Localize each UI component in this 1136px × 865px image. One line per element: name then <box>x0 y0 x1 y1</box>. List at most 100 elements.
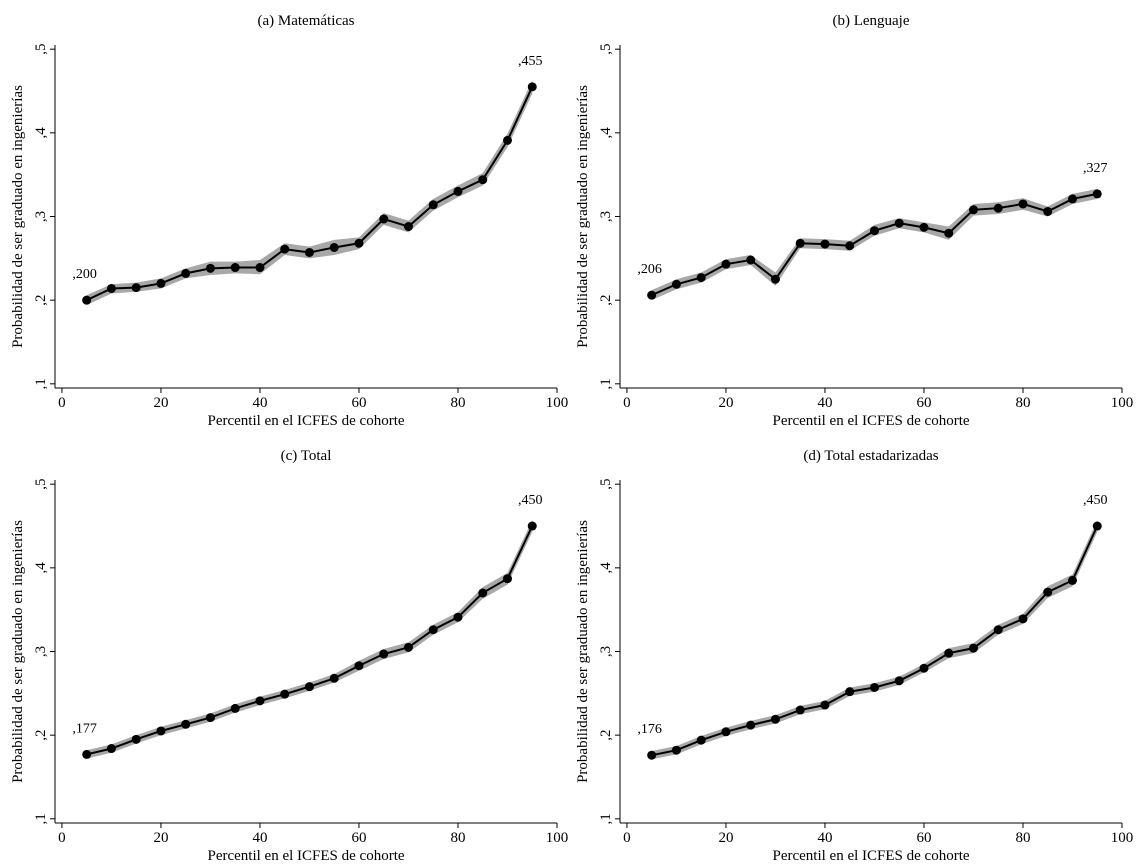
y-tick-label: ,5 <box>33 479 49 490</box>
y-tick-label: ,1 <box>33 813 49 824</box>
point <box>304 247 314 257</box>
y-tick-label: ,1 <box>598 813 614 824</box>
x-tick-label: 0 <box>58 395 66 411</box>
point <box>205 713 215 723</box>
x-tick-label: 40 <box>252 830 267 846</box>
value-label: ,176 <box>637 722 662 737</box>
point <box>1067 575 1077 585</box>
x-tick-label: 100 <box>1111 395 1134 411</box>
point <box>280 244 290 254</box>
point <box>1092 189 1102 199</box>
y-tick-label: ,5 <box>33 44 49 55</box>
point <box>746 720 756 730</box>
x-tick-label: 80 <box>1015 830 1030 846</box>
x-axis-label: Percentil en el ICFES de cohorte <box>772 848 969 864</box>
confidence-band <box>86 520 533 759</box>
point <box>869 682 879 692</box>
x-axis-label: Percentil en el ICFES de cohorte <box>207 413 404 429</box>
point <box>230 263 240 273</box>
value-label: ,200 <box>72 267 97 282</box>
point <box>820 700 830 710</box>
x-tick-label: 80 <box>450 395 465 411</box>
x-tick-label: 40 <box>817 395 832 411</box>
value-label: ,177 <box>72 721 97 736</box>
value-label: ,206 <box>637 262 662 277</box>
point <box>527 82 537 92</box>
point <box>696 735 706 745</box>
x-tick-label: 0 <box>623 395 631 411</box>
point <box>993 203 1003 213</box>
y-tick-label: ,3 <box>598 646 614 657</box>
y-axis-label: Probabilidad de ser graduado en ingenier… <box>10 520 26 783</box>
value-label: ,455 <box>518 54 543 69</box>
point <box>255 696 265 706</box>
point <box>1043 587 1053 597</box>
point <box>304 682 314 692</box>
y-axis-label: Probabilidad de ser graduado en ingenier… <box>10 85 26 348</box>
point <box>721 259 731 269</box>
point <box>131 734 141 744</box>
x-tick-label: 80 <box>1015 395 1030 411</box>
x-tick-label: 60 <box>916 830 931 846</box>
value-label: ,450 <box>1083 493 1108 508</box>
point <box>845 241 855 251</box>
point <box>428 625 438 635</box>
y-tick-label: ,2 <box>33 730 49 741</box>
point <box>205 263 215 273</box>
point <box>403 222 413 232</box>
point <box>106 283 116 293</box>
x-tick-label: 60 <box>351 395 366 411</box>
y-tick-label: ,1 <box>33 378 49 389</box>
y-tick-label: ,1 <box>598 378 614 389</box>
x-tick-label: 100 <box>546 830 569 846</box>
point <box>181 268 191 278</box>
point <box>968 643 978 653</box>
point <box>671 279 681 289</box>
y-tick-label: ,3 <box>33 646 49 657</box>
y-tick-label: ,3 <box>598 211 614 222</box>
y-tick-label: ,4 <box>598 562 614 574</box>
series-line <box>86 525 534 756</box>
point <box>1018 614 1028 624</box>
x-tick-label: 20 <box>718 395 733 411</box>
y-tick-label: ,4 <box>33 562 49 574</box>
point <box>428 200 438 210</box>
point <box>845 687 855 697</box>
x-tick-label: 80 <box>450 830 465 846</box>
x-tick-label: 60 <box>351 830 366 846</box>
x-axis-label: Percentil en el ICFES de cohorte <box>772 413 969 429</box>
point <box>696 273 706 283</box>
x-tick-label: 40 <box>817 830 832 846</box>
y-tick-label: ,2 <box>598 730 614 741</box>
point <box>230 703 240 713</box>
y-tick-label: ,2 <box>33 295 49 306</box>
point <box>944 228 954 238</box>
point <box>820 239 830 249</box>
point <box>647 290 657 300</box>
point <box>770 274 780 284</box>
x-tick-label: 20 <box>153 830 168 846</box>
point <box>379 214 389 224</box>
point <box>795 705 805 715</box>
series-line <box>651 525 1099 757</box>
confidence-band <box>651 188 1098 301</box>
point <box>671 745 681 755</box>
confidence-band <box>86 80 533 306</box>
point <box>156 726 166 736</box>
y-tick-label: ,5 <box>598 44 614 55</box>
point <box>403 642 413 652</box>
y-axis-label: Probabilidad de ser graduado en ingenier… <box>575 85 591 348</box>
panel-title: (d) Total estadarizadas <box>803 448 938 464</box>
point <box>329 673 339 683</box>
point <box>770 714 780 724</box>
point <box>527 521 537 531</box>
y-axis-label: Probabilidad de ser graduado en ingenier… <box>575 520 591 783</box>
y-tick-label: ,4 <box>598 127 614 139</box>
point <box>795 238 805 248</box>
value-label: ,450 <box>518 493 543 508</box>
confidence-band <box>651 520 1098 760</box>
x-tick-label: 20 <box>153 395 168 411</box>
x-tick-label: 40 <box>252 395 267 411</box>
point <box>379 649 389 659</box>
